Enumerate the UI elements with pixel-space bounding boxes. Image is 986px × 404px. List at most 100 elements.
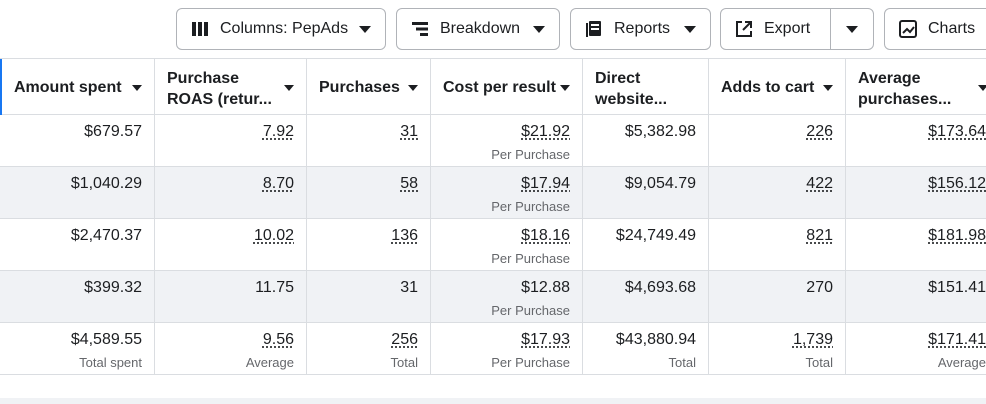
cell-sublabel: Per Purchase: [491, 303, 570, 318]
export-icon: [734, 19, 754, 39]
header-amount-spent[interactable]: Amount spent: [0, 59, 155, 115]
table-cell: $17.94 Per Purchase: [431, 167, 583, 219]
export-button[interactable]: Export: [720, 8, 874, 50]
header-label: Purchases: [319, 77, 400, 98]
table-cell: 31: [307, 115, 431, 167]
table-cell: 136: [307, 219, 431, 271]
table-cell: $24,749.49: [583, 219, 709, 271]
cell-value: 11.75: [255, 279, 294, 297]
header-purchase-roas[interactable]: Purchase ROAS (retur...: [155, 59, 307, 115]
cell-sublabel: Average: [938, 355, 986, 370]
table-header-row: Amount spent Purchase ROAS (retur... Purc…: [0, 59, 986, 115]
table-cell: $12.88 Per Purchase: [431, 271, 583, 323]
sort-chevron-icon: [408, 85, 418, 91]
charts-label: Charts: [928, 20, 975, 38]
breakdown-button[interactable]: Breakdown: [396, 8, 560, 50]
cell-value-link[interactable]: 422: [806, 175, 833, 193]
cell-value: $2,470.37: [71, 227, 142, 245]
cell-value-link[interactable]: $21.92: [521, 123, 570, 141]
cell-value-link[interactable]: 9.56: [263, 331, 294, 349]
table-cell: 11.75: [155, 271, 307, 323]
cell-value-link[interactable]: 31: [400, 123, 418, 141]
cell-sublabel: Per Purchase: [491, 147, 570, 162]
cell-sublabel: Average: [246, 355, 294, 370]
cell-value-link[interactable]: $17.94: [521, 175, 570, 193]
header-label: Average purchases...: [858, 68, 951, 110]
table-cell: $43,880.94 Total: [583, 323, 709, 375]
cell-value: $151.41: [928, 279, 986, 297]
cell-value-link[interactable]: 136: [391, 227, 418, 245]
header-adds-to-cart[interactable]: Adds to cart: [709, 59, 846, 115]
cell-value-link[interactable]: 10.02: [254, 227, 294, 245]
cell-value: 270: [806, 279, 833, 297]
cell-value-link[interactable]: $181.98: [928, 227, 986, 245]
columns-button[interactable]: Columns: PepAds: [176, 8, 386, 50]
cell-value-link[interactable]: $173.64: [928, 123, 986, 141]
header-average-purchases[interactable]: Average purchases...: [846, 59, 986, 115]
breakdown-label: Breakdown: [440, 20, 520, 38]
sort-chevron-icon: [978, 85, 986, 91]
reports-icon: [584, 19, 604, 39]
columns-icon: [190, 19, 210, 39]
table-cell: 256 Total: [307, 323, 431, 375]
table-row: $1,040.29 8.70 58 $17.94 Per Purchase $9,054.…: [0, 167, 986, 219]
table-cell: 821: [709, 219, 846, 271]
table-cell: $4,589.55 Total spent: [0, 323, 155, 375]
header-label: Direct website...: [595, 68, 667, 110]
table-cell: $173.64: [846, 115, 986, 167]
table-cell: $18.16 Per Purchase: [431, 219, 583, 271]
cell-value: $1,040.29: [71, 175, 142, 193]
breakdown-icon: [410, 19, 430, 39]
toolbar: Columns: PepAds Breakdown Reports Export…: [0, 0, 986, 58]
header-label: Purchase ROAS (retur...: [167, 68, 272, 110]
cell-value: $4,693.68: [625, 279, 696, 297]
table-row: $2,470.37 10.02 136 $18.16 Per Purchase $24,7…: [0, 219, 986, 271]
cell-value: $399.32: [84, 279, 142, 297]
table-cell: 9.56 Average: [155, 323, 307, 375]
cell-value-link[interactable]: 8.70: [263, 175, 294, 193]
header-label: Cost per result: [443, 77, 556, 98]
table-cell: 8.70: [155, 167, 307, 219]
table-cell: 31: [307, 271, 431, 323]
sort-chevron-icon: [284, 85, 294, 91]
cell-value: $43,880.94: [616, 331, 696, 349]
charts-button[interactable]: Charts: [884, 8, 986, 50]
cell-value: $9,054.79: [625, 175, 696, 193]
cell-sublabel: Per Purchase: [491, 199, 570, 214]
chart-trend-icon: [898, 19, 918, 39]
header-direct-website[interactable]: Direct website...: [583, 59, 709, 115]
cell-sublabel: Total: [669, 355, 696, 370]
header-cost-per-result[interactable]: Cost per result: [431, 59, 583, 115]
table-scroll-strip: [0, 398, 986, 404]
cell-value-link[interactable]: 821: [806, 227, 833, 245]
cell-value-link[interactable]: $18.16: [521, 227, 570, 245]
cell-value-link[interactable]: $171.41: [928, 331, 986, 349]
cell-value-link[interactable]: 1,739: [793, 331, 833, 349]
table-cell: $21.92 Per Purchase: [431, 115, 583, 167]
export-label: Export: [764, 20, 810, 38]
cell-value-link[interactable]: 58: [400, 175, 418, 193]
table-cell: $1,040.29: [0, 167, 155, 219]
table-cell: 1,739 Total: [709, 323, 846, 375]
cell-value-link[interactable]: 7.92: [263, 123, 294, 141]
chevron-down-icon: [533, 26, 545, 33]
reports-label: Reports: [614, 20, 670, 38]
table-cell: $156.12: [846, 167, 986, 219]
cell-value-link[interactable]: 226: [806, 123, 833, 141]
table-cell: $5,382.98: [583, 115, 709, 167]
chevron-down-icon: [684, 26, 696, 33]
header-label: Adds to cart: [721, 77, 814, 98]
cell-value-link[interactable]: 256: [391, 331, 418, 349]
export-dropdown-icon[interactable]: [846, 26, 858, 33]
reports-button[interactable]: Reports: [570, 8, 711, 50]
table-cell: $171.41 Average: [846, 323, 986, 375]
chevron-down-icon: [359, 26, 371, 33]
table-cell: $399.32: [0, 271, 155, 323]
table-cell: $2,470.37: [0, 219, 155, 271]
cell-value-link[interactable]: $17.93: [521, 331, 570, 349]
table-cell: $679.57: [0, 115, 155, 167]
cell-value-link[interactable]: $156.12: [928, 175, 986, 193]
table-row: $399.32 11.75 31 $12.88 Per Purchase $4,693.6…: [0, 271, 986, 323]
table-cell: $181.98: [846, 219, 986, 271]
header-purchases[interactable]: Purchases: [307, 59, 431, 115]
